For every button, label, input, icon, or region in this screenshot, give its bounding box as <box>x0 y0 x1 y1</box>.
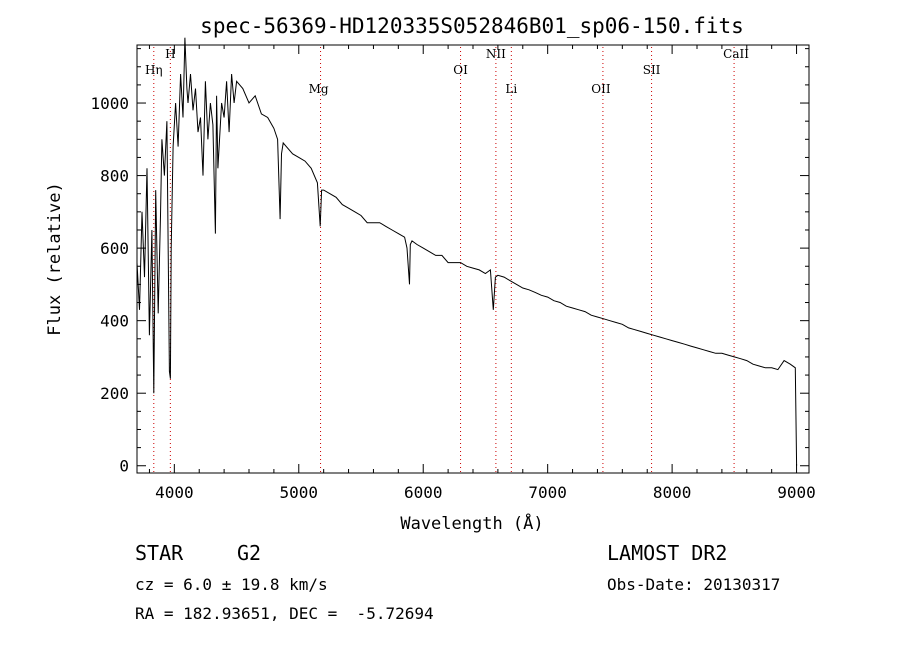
line-marker-label: Hη <box>145 63 163 77</box>
spectrum-chart: spec-56369-HD120335S052846B01_sp06-150.f… <box>45 14 816 534</box>
y-tick-label: 600 <box>100 239 129 258</box>
x-axis-label: Wavelength (Å) <box>400 512 543 534</box>
line-marker-label: OI <box>453 63 468 77</box>
x-tick-label: 8000 <box>653 483 692 502</box>
line-markers: HηH Mg OI NII Li OII SII CaII <box>145 47 749 473</box>
line-marker-label: NII <box>486 47 506 61</box>
coordinates-text: RA = 182.93651, DEC = -5.72694 <box>135 604 434 623</box>
x-tick-label: 4000 <box>155 483 194 502</box>
line-marker-label: H <box>165 47 175 61</box>
subclass-label: G2 <box>237 541 262 565</box>
redshift-text: cz = 6.0 ± 19.8 km/s <box>135 575 328 594</box>
x-tick-label: 5000 <box>280 483 319 502</box>
line-marker-label: SII <box>643 63 661 77</box>
y-tick-label: 1000 <box>90 94 129 113</box>
obs-date-text: Obs-Date: 20130317 <box>607 575 781 594</box>
survey-label: LAMOST DR2 <box>607 541 728 565</box>
line-marker-label: Li <box>505 82 517 96</box>
x-tick-label: 9000 <box>777 483 816 502</box>
y-tick-label: 200 <box>100 384 129 403</box>
line-marker-label: CaII <box>723 47 749 61</box>
plot-frame <box>136 44 810 474</box>
spectrum-series <box>136 37 798 466</box>
x-tick-label: 7000 <box>528 483 567 502</box>
chart-title: spec-56369-HD120335S052846B01_sp06-150.f… <box>200 14 744 38</box>
y-tick-label: 0 <box>119 457 129 476</box>
line-marker-label: Mg <box>309 82 329 96</box>
y-tick-label: 400 <box>100 312 129 331</box>
axis-ticks: 4000 5000 6000 7000 8000 9000 0 200 400 600 800 100… <box>90 45 816 502</box>
y-axis-label: Flux (relative) <box>45 182 65 336</box>
line-marker-label: OII <box>591 82 611 96</box>
y-tick-label: 800 <box>100 167 129 186</box>
object-class-label: STAR <box>135 541 184 565</box>
x-tick-label: 6000 <box>404 483 443 502</box>
